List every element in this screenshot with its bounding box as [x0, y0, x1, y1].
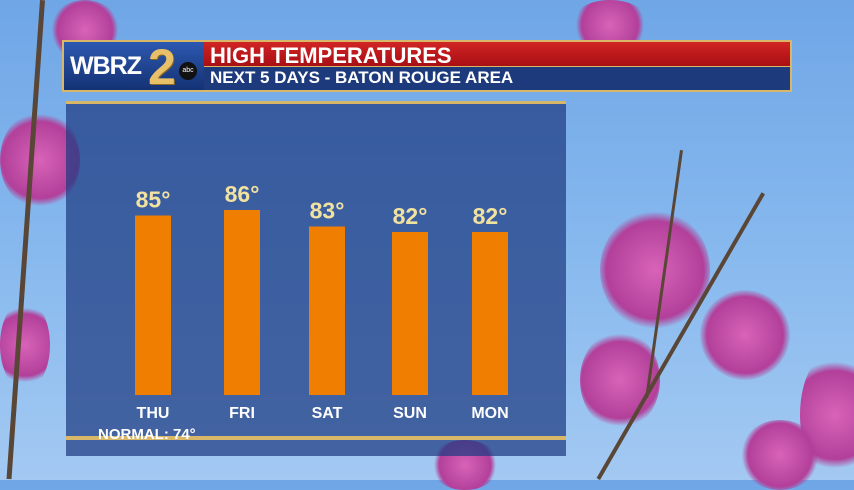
- bar-sat: [309, 226, 345, 395]
- category-label: SAT: [312, 405, 343, 422]
- value-label: 86°: [225, 181, 260, 207]
- bar-fri: [224, 210, 260, 395]
- panel-divider: [66, 436, 566, 440]
- value-label: 82°: [473, 203, 508, 229]
- value-label: 82°: [393, 203, 428, 229]
- category-label: THU: [137, 405, 170, 422]
- bar-sun: [392, 232, 428, 395]
- header-banner: WBRZ 2 abc HIGH TEMPERATURES NEXT 5 DAYS -…: [62, 39, 792, 95]
- category-label: FRI: [229, 405, 255, 422]
- title-bar: HIGH TEMPERATURES: [204, 42, 790, 68]
- value-label: 83°: [310, 198, 345, 224]
- station-logo: WBRZ 2 abc: [64, 39, 204, 95]
- category-label: MON: [471, 405, 508, 422]
- subtitle-bar: NEXT 5 DAYS - BATON ROUGE AREA: [204, 67, 790, 90]
- value-label: 85°: [136, 187, 171, 213]
- bar-chart: 85° THU 86° FRI 83° SAT 82° SUN 82° MON: [135, 181, 508, 422]
- normal-temperature: NORMAL: 74°: [98, 426, 196, 443]
- bar-mon: [472, 232, 508, 395]
- category-label: SUN: [393, 405, 427, 422]
- page-title: HIGH TEMPERATURES: [210, 43, 452, 68]
- bar-thu: [135, 215, 171, 395]
- page-subtitle: NEXT 5 DAYS - BATON ROUGE AREA: [210, 68, 514, 87]
